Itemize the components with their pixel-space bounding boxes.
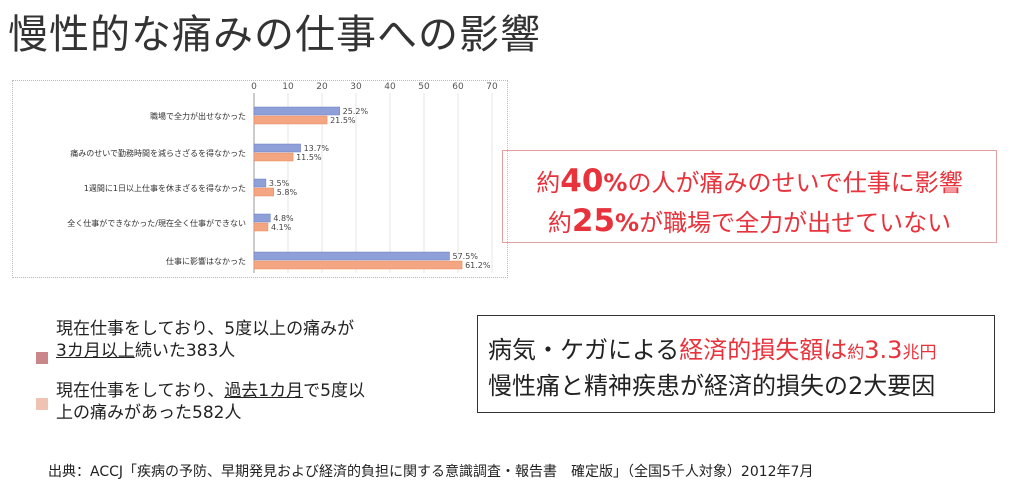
bar-chart: 0 10 20 30 40 50 60 70 職場で全力が出せなかった 25.2%21.5% 痛みの… [67,82,498,273]
bar-series-1 [253,106,340,116]
legend-swatch-1 [36,352,48,364]
data-label: 57.5% [453,252,479,261]
data-label: 11.5% [296,153,322,162]
bar-series-2 [253,187,274,197]
bar-series-1 [253,213,271,223]
economic-loss-line: 病気・ケガによる経済的損失額は約3.3兆円 [488,336,937,364]
x-tick-label: 0 [251,82,257,92]
data-label: 25.2% [343,107,369,116]
x-tick-label: 30 [350,82,362,92]
chart-frame: 0 10 20 30 40 50 60 70 職場で全力が出せなかった 25.2% 21.5% 痛みの… [12,80,508,278]
category-label: 全く仕事ができなかった/現在全く仕事ができない [67,218,246,228]
legend-item-2: 現在仕事をしており、過去1カ月で5度以 上の痛みがあった582人 [56,381,365,423]
data-label: 61.2% [465,261,491,270]
category-label: 仕事に影響はなかった [166,256,246,266]
x-tick-label: 40 [384,82,396,92]
bar-series-2 [253,222,269,232]
legend-swatch-2 [36,398,48,410]
category-label: 1週間に1日以上仕事を休まざるを得なかった [84,183,246,193]
x-tick-label: 20 [316,82,328,92]
x-tick-label: 60 [452,82,464,92]
source-citation: 出典：ACCJ「疾病の予防、早期発見および経済的負担に関する意識調査・報告書 確… [48,464,814,480]
bar-series-2 [253,260,463,270]
callout-line-2: 約25%が職場で全力が出せていない [547,203,952,239]
bar-series-1 [253,251,450,261]
data-label: 4.1% [271,223,292,232]
x-tick-label: 70 [486,82,498,92]
x-tick-label: 50 [418,82,430,92]
bar-series-2 [253,152,294,162]
callout-line-1: 約40%の人が痛みのせいで仕事に影響 [536,163,963,199]
bar-series-2 [253,115,328,125]
legend-item-1: 現在仕事をしており、5度以上の痛みが 3カ月以上続いた383人 [56,319,355,361]
data-label: 3.5% [269,179,290,188]
data-label: 21.5% [330,116,356,125]
bar-series-1 [253,143,301,153]
data-label: 4.8% [273,214,294,223]
bar-series-1 [253,178,267,188]
data-label: 5.8% [277,188,298,197]
economic-loss-callout: 病気・ケガによる経済的損失額は約3.3兆円 慢性痛と精神疾患が経済的損失の2大要… [477,315,995,413]
category-label: 痛みのせいで勤務時間を減らさざるを得なかった [70,148,246,158]
page-title: 慢性的な痛みの仕事への影響 [8,12,541,58]
category-label: 職場で全力が出せなかった [150,111,246,121]
data-label: 13.7% [304,144,330,153]
major-factors-line: 慢性痛と精神疾患が経済的損失の2大要因 [488,372,936,400]
x-tick-label: 10 [282,82,294,92]
highlight-callout: 約40%の人が痛みのせいで仕事に影響 約25%が職場で全力が出せていない [502,150,997,243]
